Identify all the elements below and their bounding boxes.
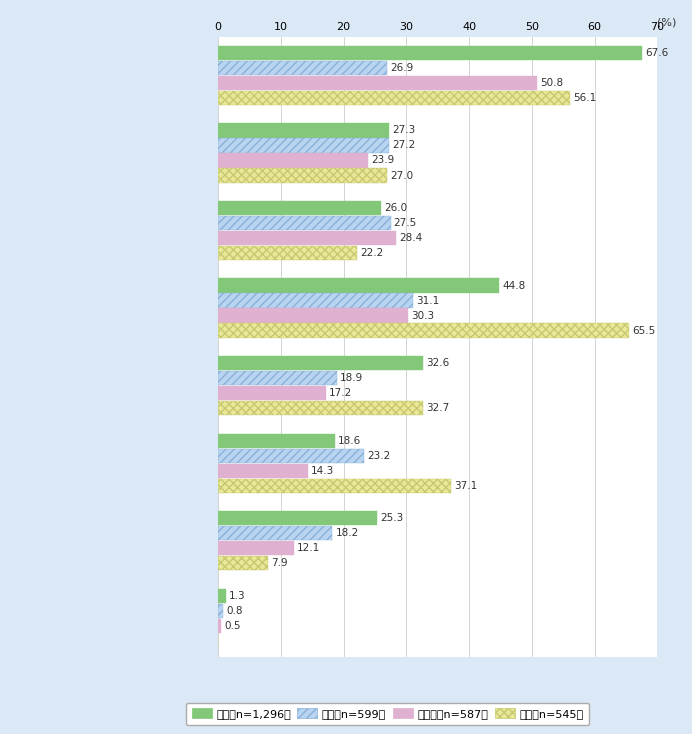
Bar — [218, 356, 423, 370]
Bar — [218, 246, 357, 260]
Text: 22.2: 22.2 — [361, 248, 384, 258]
Text: 18.6: 18.6 — [338, 435, 361, 446]
Text: 67.6: 67.6 — [646, 48, 668, 58]
Bar — [218, 386, 326, 400]
Text: 27.5: 27.5 — [394, 218, 417, 228]
Text: 0.8: 0.8 — [226, 606, 243, 616]
Bar — [218, 153, 368, 167]
Legend: 日本（n=1,296）, 米国（n=599）, ドイツ（n=587）, 中国（n=545）: 日本（n=1,296）, 米国（n=599）, ドイツ（n=587）, 中国（n… — [186, 703, 589, 724]
Bar — [218, 216, 390, 230]
Text: 26.9: 26.9 — [390, 63, 413, 73]
Bar — [218, 619, 221, 633]
Bar — [218, 371, 336, 385]
Text: 65.5: 65.5 — [632, 326, 655, 335]
Bar — [218, 511, 377, 526]
Text: 30.3: 30.3 — [411, 310, 435, 321]
Text: 18.2: 18.2 — [336, 528, 358, 538]
Text: 37.1: 37.1 — [454, 481, 477, 490]
Text: 26.0: 26.0 — [384, 203, 408, 213]
Bar — [218, 324, 629, 338]
Text: 14.3: 14.3 — [311, 465, 334, 476]
Text: 25.3: 25.3 — [380, 513, 403, 523]
Bar — [218, 294, 413, 308]
Text: 12.1: 12.1 — [297, 543, 320, 553]
Text: 23.2: 23.2 — [367, 451, 390, 461]
Bar — [218, 464, 308, 478]
Text: 28.4: 28.4 — [399, 233, 423, 243]
Text: 27.3: 27.3 — [392, 126, 416, 136]
Bar — [218, 123, 390, 137]
Text: 0.5: 0.5 — [224, 621, 241, 631]
Text: 17.2: 17.2 — [329, 388, 352, 398]
Bar — [218, 401, 424, 415]
Text: 32.7: 32.7 — [426, 403, 450, 413]
Bar — [218, 434, 335, 448]
Text: 32.6: 32.6 — [426, 358, 449, 368]
Bar — [218, 278, 499, 293]
Text: 31.1: 31.1 — [417, 296, 439, 305]
Text: 50.8: 50.8 — [540, 78, 563, 88]
Bar — [218, 589, 226, 603]
Bar — [218, 139, 389, 153]
Text: 56.1: 56.1 — [573, 93, 597, 103]
Text: 27.2: 27.2 — [392, 140, 415, 150]
Bar — [218, 526, 332, 540]
Bar — [218, 556, 268, 570]
Text: 44.8: 44.8 — [502, 280, 526, 291]
Text: (%): (%) — [657, 18, 677, 27]
Bar — [218, 76, 537, 90]
Bar — [218, 603, 223, 618]
Bar — [218, 448, 363, 462]
Text: 18.9: 18.9 — [340, 373, 363, 383]
Bar — [218, 541, 294, 555]
Bar — [218, 168, 388, 183]
Text: 1.3: 1.3 — [229, 591, 246, 600]
Bar — [218, 46, 642, 60]
Text: 23.9: 23.9 — [371, 156, 394, 165]
Bar — [218, 231, 397, 245]
Bar — [218, 91, 570, 105]
Text: 27.0: 27.0 — [390, 170, 414, 181]
Bar — [218, 479, 451, 493]
Bar — [218, 201, 381, 215]
Text: 7.9: 7.9 — [271, 558, 287, 568]
Bar — [218, 308, 408, 323]
Bar — [218, 61, 387, 75]
